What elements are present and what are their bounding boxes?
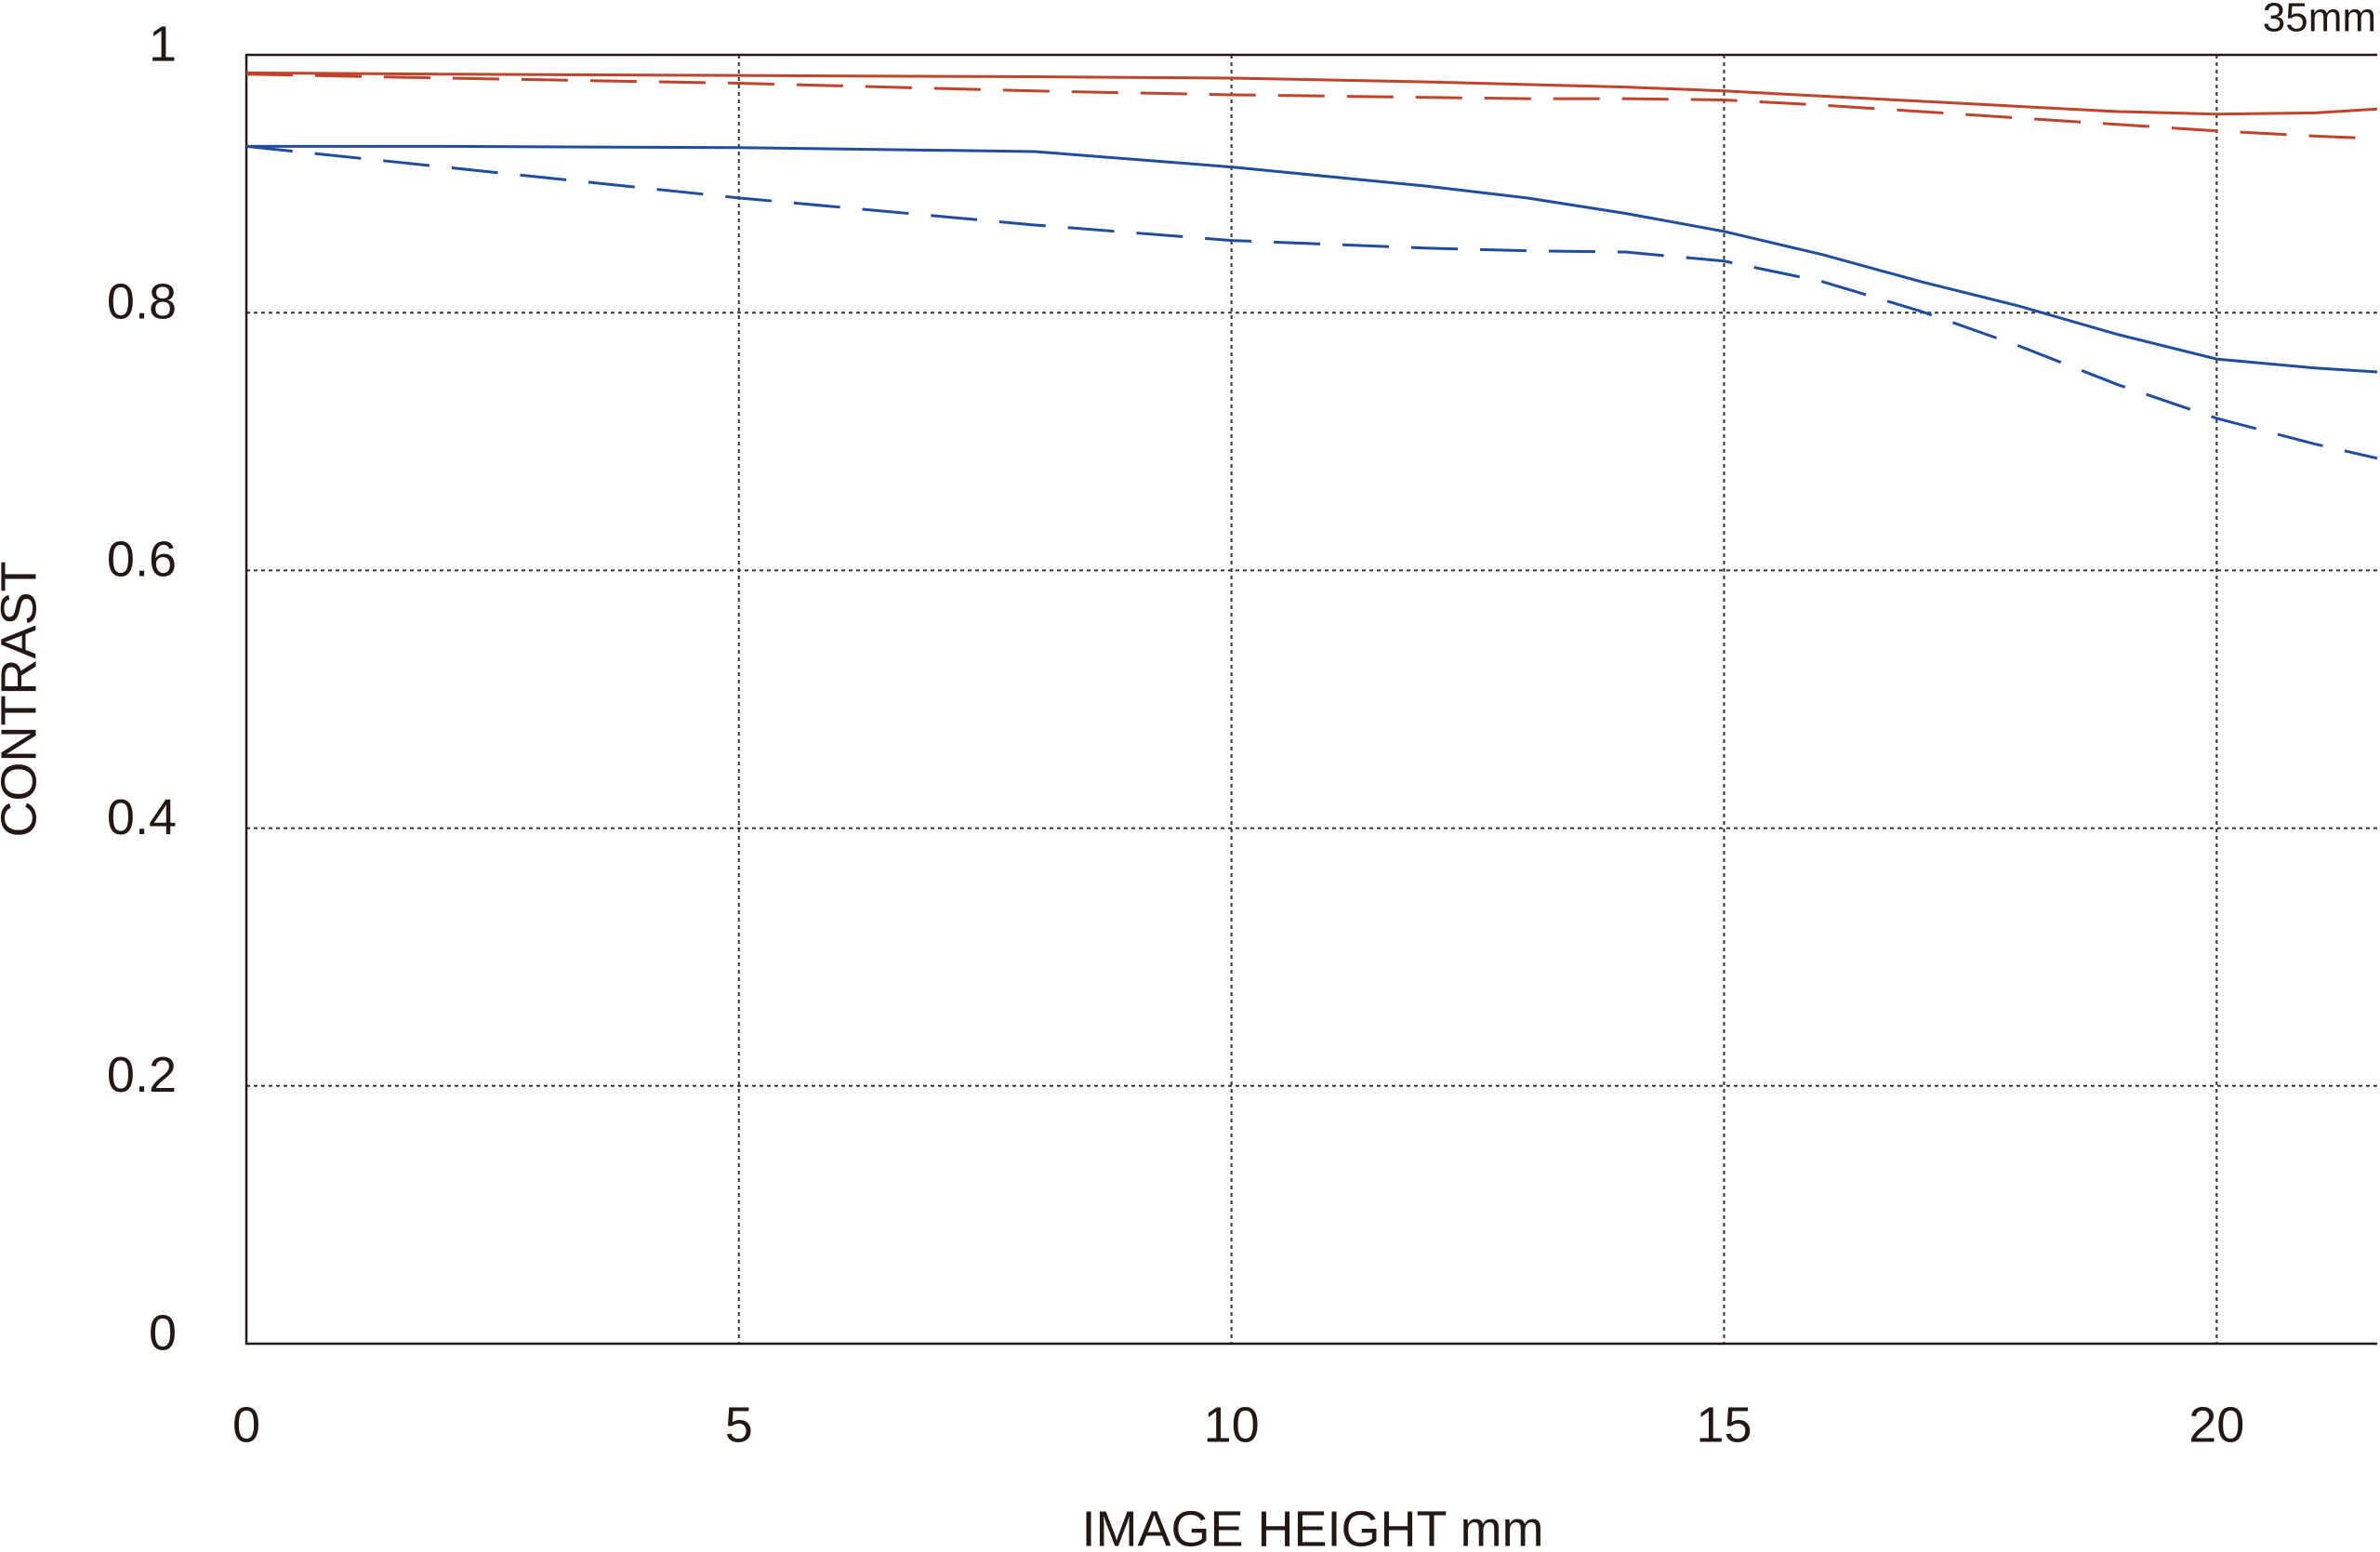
x-tick-label: 20 <box>2188 1397 2244 1453</box>
y-tick-label: 0.6 <box>107 532 177 588</box>
y-axis-label: CONTRAST <box>0 562 46 838</box>
y-tick-label: 0.8 <box>107 273 177 329</box>
x-tick-label: 15 <box>1696 1397 1752 1453</box>
axis-frame <box>245 53 2377 1346</box>
series-line <box>245 144 2378 460</box>
y-tick-label: 0 <box>149 1305 177 1360</box>
x-axis-label: IMAGE HEIGHT mm <box>1081 1501 1543 1552</box>
x-tick-label: 10 <box>1204 1397 1260 1453</box>
series-line <box>245 73 2378 140</box>
y-tick-label: 0.4 <box>107 789 177 845</box>
series-line <box>245 71 2378 116</box>
x-tick-label: 5 <box>725 1397 753 1453</box>
annotation: 35mm <box>2263 0 2376 41</box>
series-line <box>246 144 2378 374</box>
y-tick-label: 1 <box>149 16 177 72</box>
y-tick-label: 0.2 <box>107 1047 177 1103</box>
x-tick-label: 0 <box>232 1397 260 1453</box>
